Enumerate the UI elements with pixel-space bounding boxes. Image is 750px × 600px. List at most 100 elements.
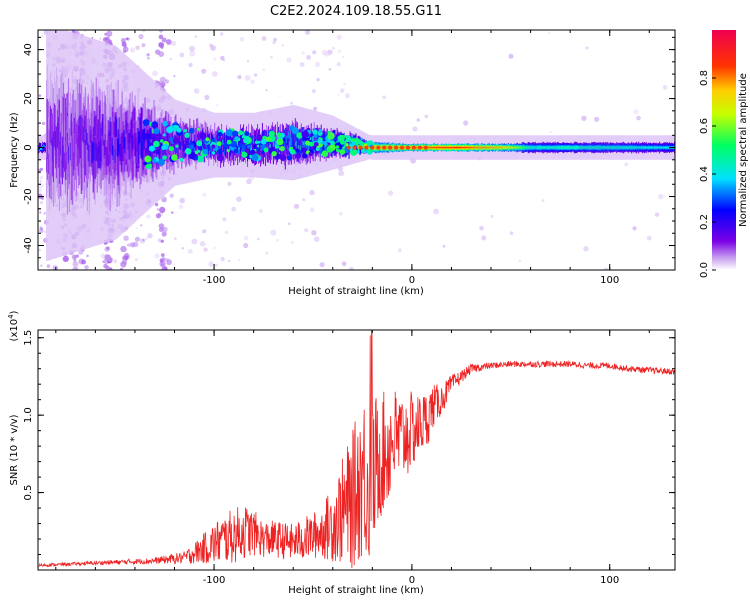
heatmap-streak-cell [158,42,164,48]
heatmap-band-cell [46,99,48,144]
heatmap-band-cell [143,137,145,150]
heatmap-band-cell [317,131,319,144]
heatmap-band-cell [54,131,57,150]
heatmap-noise-cell [246,178,252,185]
heatmap-blob-cell [256,147,260,151]
heatmap-noise-cell [658,193,664,200]
heatmap-band-cell [631,146,633,149]
heatmap-band-cell [147,140,149,166]
heatmap-band-cell [255,134,257,145]
heatmap-noise-cell [202,229,207,234]
heatmap-band-cell [538,146,540,149]
heatmap-band-cell [180,133,182,149]
heatmap-band-cell [617,146,619,149]
heatmap-blob-cell [233,148,238,154]
heatmap-band-cell [129,133,131,161]
heatmap-band-cell [639,146,641,149]
heatmap-blob-cell [152,158,157,163]
heatmap-blob-cell [276,132,282,138]
heatmap-band-cell [636,146,638,149]
heatmap-noise-cell [134,236,141,242]
heatmap-band-cell [386,146,388,149]
heatmap-band-cell [216,134,218,146]
heatmap-peak-cell [417,145,422,150]
heatmap-band-cell [56,123,59,148]
heatmap-band-cell [181,131,183,140]
heatmap-band-cell [101,113,103,136]
heatmap-band-cell [187,137,189,146]
heatmap-band-cell [381,146,383,149]
heatmap-blob-cell [313,141,319,147]
heatmap-noise-cell [341,56,344,59]
heatmap-blob-cell [238,130,244,136]
heatmap-band-cell [56,132,59,170]
heatmap-blob-cell [250,135,254,139]
heatmap-band-cell [253,143,255,149]
heatmap-band-cell [292,141,294,148]
heatmap-band-cell [255,141,257,148]
heatmap-noise-cell [132,241,139,248]
heatmap-band-cell [111,122,113,195]
heatmap-band-cell [120,136,122,156]
heatmap-band-cell [551,146,553,149]
heatmap-band-cell [182,132,184,141]
heatmap-band-cell [111,137,113,156]
heatmap-band-cell [300,134,302,150]
heatmap-band-cell [147,140,149,152]
heatmap-blob-cell [295,153,302,159]
heatmap-noise-cell [39,167,44,171]
heatmap-band-cell [71,128,73,167]
heatmap-band-cell [140,106,142,153]
heatmap-band-cell [70,113,72,136]
heatmap-blob-cell [216,141,222,147]
heatmap-band-cell [136,137,138,152]
heatmap-band-cell [668,146,670,149]
heatmap-noise-cell [319,262,325,268]
heatmap-noise-cell [273,37,277,42]
heatmap-noise-cell [52,265,59,270]
heatmap-band-cell [100,139,102,162]
heatmap-band-cell [209,143,211,151]
heatmap-band-cell [633,146,635,149]
heatmap-band-cell [482,146,485,149]
heatmap-band-cell [523,146,525,149]
heatmap-band-cell [467,146,469,149]
heatmap-blob-cell [179,157,184,162]
heatmap-band-cell [308,142,310,150]
heatmap-band-cell [202,145,204,153]
heatmap-band-cell [91,141,93,164]
heatmap-band-cell [663,146,665,149]
heatmap-blob-cell [184,132,190,138]
heatmap-noise-cell [339,212,343,216]
heatmap-blob-cell [301,147,307,153]
heatmap-band-cell [67,146,70,164]
heatmap-noise-cell [189,50,196,57]
heatmap-band-cell [570,146,572,149]
heatmap-band-cell [134,122,136,154]
heatmap-band-cell [80,146,82,167]
heatmap-band-cell [126,127,128,165]
heatmap-band-cell [130,131,132,157]
heatmap-band-cell [107,139,109,155]
heatmap-band-cell [76,132,78,167]
heatmap-blob-cell [160,139,164,143]
heatmap-band-cell [296,135,298,142]
heatmap-band-cell [125,123,127,160]
heatmap-band-cell [90,132,92,153]
heatmap-streak-cell [106,266,111,270]
heatmap-band-cell [572,146,574,149]
heatmap-band-cell [62,145,65,168]
heatmap-band-cell [581,146,583,149]
heatmap-noise-cell [171,211,174,214]
heatmap-band-cell [441,146,443,149]
heatmap-band-cell [488,146,491,149]
heatmap-band-cell [96,96,98,162]
heatmap-band-cell [435,146,437,149]
heatmap-band-cell [135,146,137,162]
heatmap-band-cell [481,146,484,149]
heatmap-band-cell [478,146,481,149]
heatmap-band-cell [211,132,213,146]
heatmap-band-cell [92,142,94,162]
heatmap-band-cell [193,147,195,154]
heatmap-band-cell [654,146,656,149]
